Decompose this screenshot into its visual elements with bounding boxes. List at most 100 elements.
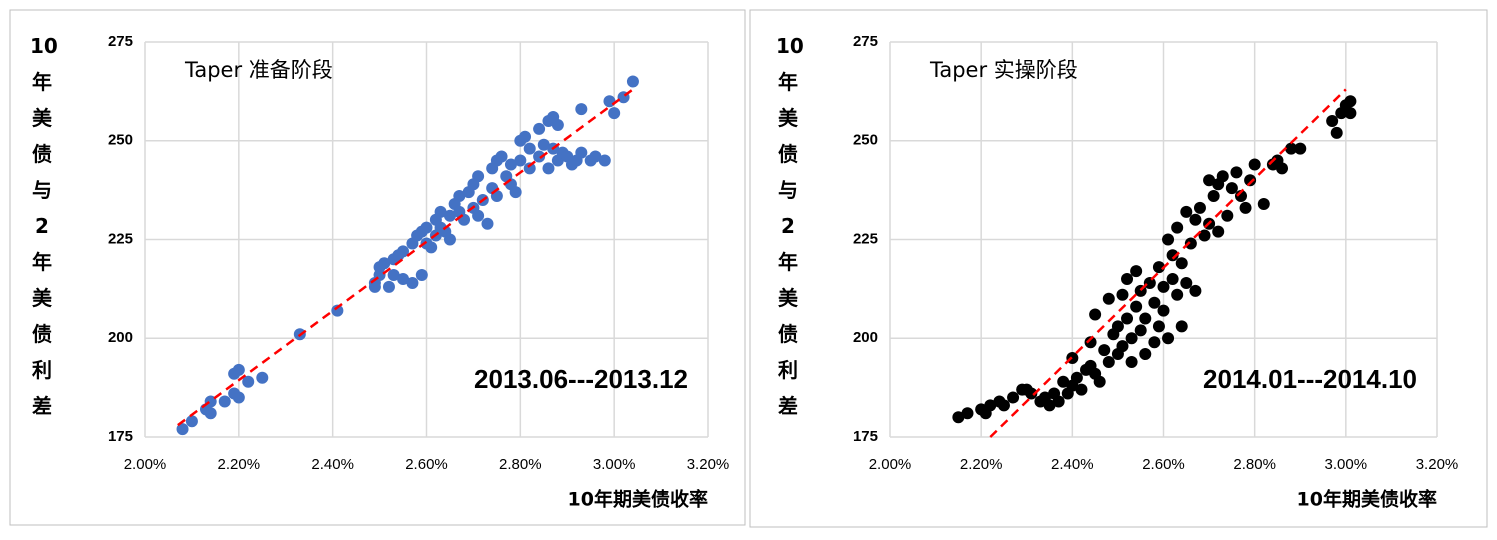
x-tick-label: 2.40% (311, 456, 354, 473)
point (1207, 190, 1220, 203)
point (1111, 320, 1124, 333)
point (533, 122, 546, 135)
point (1139, 312, 1152, 325)
point (1162, 233, 1175, 246)
point (397, 273, 410, 285)
point (519, 130, 532, 143)
point (1116, 340, 1129, 353)
point (1171, 288, 1184, 301)
panel-border (9, 9, 746, 526)
point (1285, 142, 1298, 155)
point (415, 269, 428, 282)
x-tick-label: 2.00% (124, 456, 167, 473)
trend-line (989, 88, 1347, 438)
point (387, 269, 400, 282)
annotation: 2013.06---2013.12 (474, 364, 688, 394)
point (1121, 312, 1134, 325)
point (1175, 257, 1188, 270)
point (1216, 170, 1229, 183)
point (1234, 190, 1247, 203)
point (1203, 174, 1216, 187)
y-tick-label: 225 (108, 230, 133, 247)
point (1125, 332, 1138, 345)
chart-title: Taper 准备阶段 (184, 58, 333, 82)
point (1171, 221, 1184, 234)
point (1084, 336, 1097, 349)
point (1344, 107, 1357, 120)
point (504, 158, 517, 171)
point (575, 103, 588, 116)
point (984, 399, 997, 412)
trend-line (177, 88, 634, 427)
point (997, 399, 1010, 412)
point (589, 150, 602, 163)
point (1130, 265, 1143, 278)
point (397, 245, 410, 258)
point (1166, 273, 1179, 285)
point (1244, 174, 1257, 187)
point (1193, 201, 1206, 214)
point (1189, 284, 1202, 297)
point (1184, 237, 1197, 250)
point (1175, 320, 1188, 333)
point (1157, 304, 1170, 317)
point (481, 217, 494, 230)
y-tick-label: 250 (108, 132, 133, 149)
point (603, 95, 616, 108)
point (1248, 158, 1261, 171)
point (378, 257, 391, 270)
point (1052, 395, 1065, 408)
point (443, 233, 456, 246)
point (1221, 209, 1234, 222)
point (1102, 355, 1115, 368)
x-tick-label: 2.40% (1051, 456, 1094, 473)
y-axis-label: 10年美债与2年美债利差 (30, 34, 58, 418)
point (443, 209, 456, 222)
point (1157, 280, 1170, 293)
y-tick-label: 275 (108, 33, 133, 50)
point (523, 162, 536, 175)
point (1276, 162, 1289, 175)
y-tick-label: 200 (853, 329, 878, 346)
y-tick-label: 275 (853, 33, 878, 50)
point (626, 75, 639, 88)
point (1139, 348, 1152, 361)
y-tick-label: 250 (853, 132, 878, 149)
point (1143, 276, 1156, 289)
point (1239, 201, 1252, 214)
point (1070, 371, 1083, 384)
point (1198, 229, 1211, 242)
point (453, 190, 466, 203)
point (232, 391, 245, 404)
point (514, 154, 527, 167)
point (1180, 276, 1193, 289)
x-axis-label: 10年期美债收率 (1297, 488, 1437, 511)
x-tick-label: 3.20% (687, 456, 730, 473)
point (1057, 375, 1070, 388)
point (1225, 182, 1238, 195)
point (1093, 375, 1106, 388)
point (1230, 166, 1243, 179)
point (232, 363, 245, 376)
point (1130, 300, 1143, 313)
point (1180, 205, 1193, 218)
point (1075, 383, 1088, 396)
x-tick-label: 2.80% (1233, 456, 1276, 473)
point (608, 107, 621, 120)
point (218, 395, 231, 408)
point (382, 280, 395, 293)
point (1148, 296, 1161, 309)
x-tick-label: 2.20% (218, 456, 261, 473)
point (1025, 387, 1038, 400)
point (1344, 95, 1357, 108)
point (204, 407, 217, 420)
x-tick-label: 3.20% (1416, 456, 1459, 473)
point (242, 375, 255, 388)
y-tick-label: 225 (853, 230, 878, 247)
x-tick-label: 2.60% (1142, 456, 1185, 473)
x-axis-label: 10年期美债收率 (568, 488, 708, 511)
point (1152, 320, 1165, 333)
point (1125, 355, 1138, 368)
point (495, 150, 508, 163)
